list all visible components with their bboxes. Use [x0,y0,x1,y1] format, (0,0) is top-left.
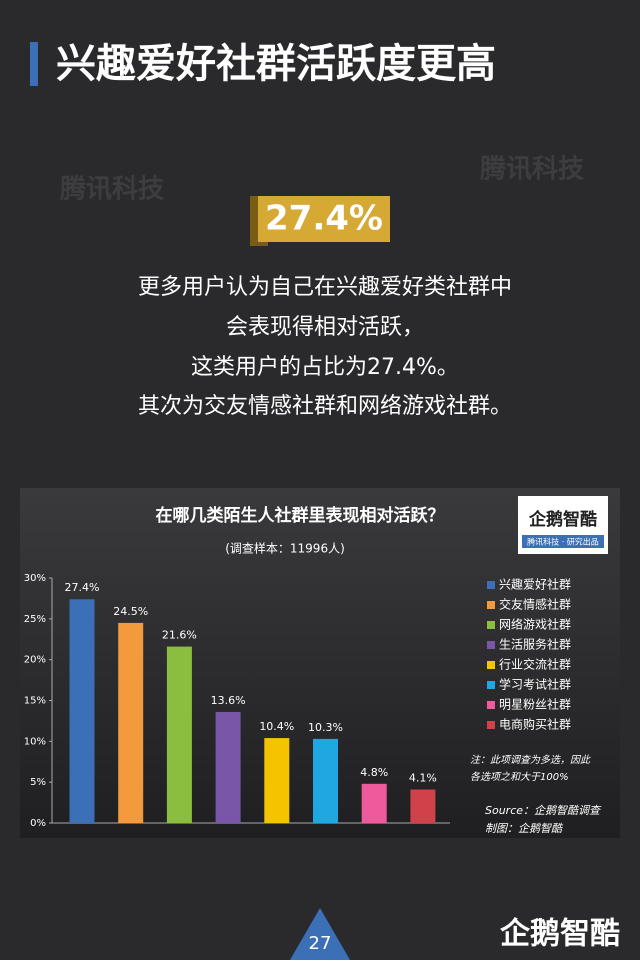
y-tick-label: 25% [24,614,46,625]
y-tick-label: 5% [30,777,46,788]
value-label: 10.3% [308,721,343,734]
chart-note: 各选项之和大于100% [470,771,569,783]
chart-title: 在哪几类陌生人社群里表现相对活跃？ [156,505,445,526]
legend-label: 生活服务社群 [499,637,571,652]
legend-swatch [487,721,495,729]
legend-swatch [487,681,495,689]
watermark: 腾讯科技 [60,175,164,205]
chart-source: Source：企鹅智酷调查 [485,804,602,817]
legend-swatch [487,601,495,609]
value-label: 13.6% [211,694,246,707]
legend-swatch [487,581,495,589]
chart-subtitle: (调查样本：11996人) [225,541,345,556]
logo-tagline: 腾讯科技 · 研究出品 [527,537,599,547]
legend-label: 兴趣爱好社群 [499,577,571,592]
value-label: 4.1% [409,772,437,785]
watermark: 腾讯科技 [480,155,584,185]
paragraph-line: 更多用户认为自己在兴趣爱好类社群中 [138,275,512,300]
page-number: 27 [309,933,332,954]
value-label: 4.8% [360,766,388,779]
legend-swatch [487,661,495,669]
chart-note: 注：此项调查为多选，因此 [470,754,591,766]
legend-swatch [487,641,495,649]
chart-source: 制图：企鹅智酷 [485,822,564,835]
paragraph-line: 其次为交友情感社群和网络游戏社群。 [138,394,512,419]
bar [361,783,387,823]
highlight-box [258,196,390,242]
bar [69,599,95,823]
bar [166,646,192,823]
page-marker [290,908,350,960]
value-label: 27.4% [65,581,100,594]
legend-label: 电商购买社群 [499,717,571,732]
value-label: 24.5% [113,605,148,618]
y-tick-label: 0% [30,818,46,829]
legend-label: 网络游戏社群 [499,617,571,632]
legend-label: 行业交流社群 [499,657,571,672]
bar [215,711,241,823]
legend-label: 明星粉丝社群 [499,697,571,712]
bar [118,622,144,823]
highlight-value: 27.4% [265,199,383,239]
y-tick-label: 30% [24,573,46,584]
legend-swatch [487,701,495,709]
y-tick-label: 15% [24,696,46,707]
y-tick-label: 20% [24,655,46,666]
legend-swatch [487,621,495,629]
legend-label: 学习考试社群 [499,677,571,692]
value-label: 21.6% [162,629,197,642]
footer-brand: 企鹅智酷 [500,917,620,952]
page-title: 兴趣爱好社群活跃度更高 [56,41,496,87]
y-tick-label: 10% [24,736,46,747]
paragraph-line: 会表现得相对活跃， [226,315,424,340]
bar [264,738,290,823]
logo-band [522,535,604,548]
title-bar [30,42,38,86]
bar [410,789,436,823]
bar [313,738,338,823]
legend-label: 交友情感社群 [499,597,571,612]
logo-name: 企鹅智酷 [528,509,597,530]
value-label: 10.4% [259,720,294,733]
paragraph-line: 这类用户的占比为27.4%。 [191,355,459,380]
